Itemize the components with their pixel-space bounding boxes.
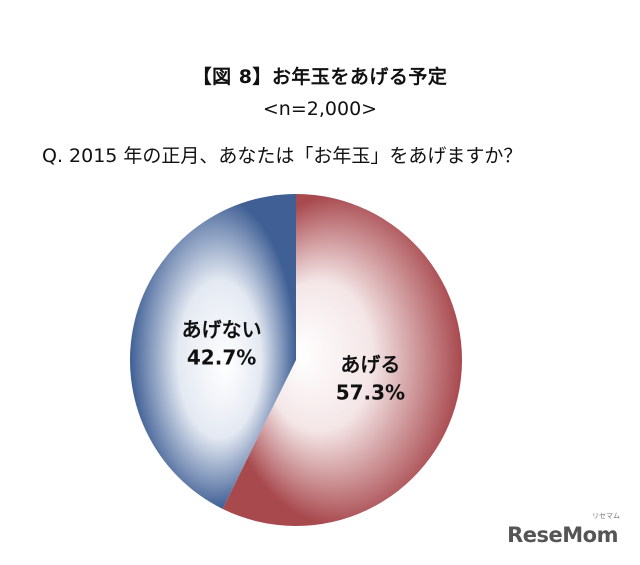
chart-title: 【図 8】お年玉をあげる予定 (192, 66, 448, 88)
logo-text-a: Rese (507, 523, 563, 547)
logo-subtext: リセマム (592, 512, 620, 520)
sample-size: <n=2,000> (262, 98, 378, 120)
pie-slice-agenai (130, 194, 296, 509)
slice-value-agenai: 42.7% (187, 346, 256, 370)
pie-slice-ageru (222, 194, 463, 526)
survey-question: Q. 2015 年の正月、あなたは「お年玉」をあげますか？ (42, 145, 523, 167)
slice-value-ageru: 57.3% (336, 380, 405, 404)
slice-label-agenai: あげない (182, 318, 262, 342)
resemom-logo: ReseMom (507, 523, 618, 547)
logo-text-b: Mom (562, 523, 618, 547)
slice-label-ageru: あげる (340, 352, 400, 376)
